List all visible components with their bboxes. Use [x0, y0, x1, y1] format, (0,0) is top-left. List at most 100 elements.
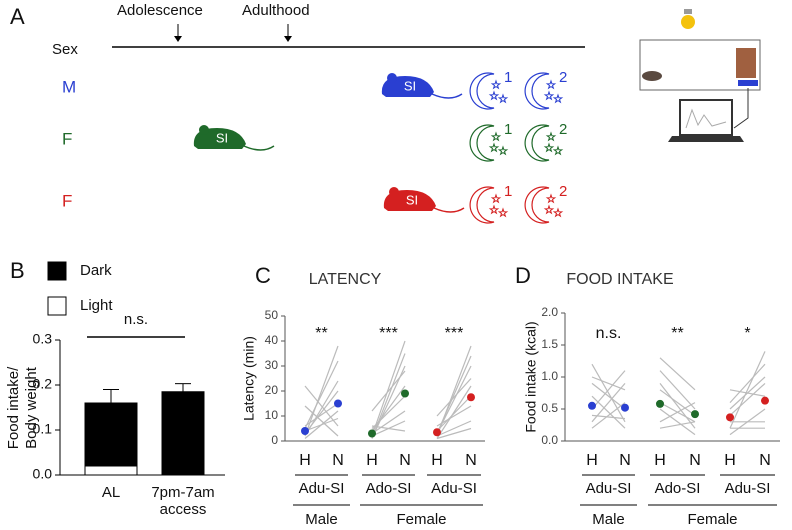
feeder	[736, 48, 756, 78]
mouse-tail	[243, 145, 275, 151]
arrow-head	[284, 36, 292, 42]
subject-line	[591, 395, 626, 429]
moon	[469, 124, 495, 162]
subject-line	[436, 427, 472, 440]
y-tick-label: 0	[271, 433, 278, 447]
subject-line	[436, 395, 472, 432]
group-label: Adu-SI	[431, 480, 477, 497]
x-tick-label: H	[431, 452, 443, 469]
x-tick-label: N	[465, 452, 477, 469]
group-label: Adu-SI	[586, 480, 632, 497]
subject-line	[304, 403, 339, 427]
y-tick-label: 20	[265, 383, 279, 397]
group-label: Ado-SI	[655, 480, 701, 497]
subject-line	[371, 353, 406, 439]
mean-dot	[691, 410, 699, 419]
subject-line	[436, 355, 472, 434]
star	[488, 142, 500, 153]
moon-label: 1	[504, 69, 512, 86]
laptop-base	[668, 136, 744, 142]
subject-line	[659, 383, 696, 429]
legend-swatch	[47, 261, 67, 281]
subject-line	[591, 402, 626, 429]
subject-line	[304, 380, 339, 437]
lightbulb	[681, 15, 695, 29]
mouse-label: SI	[216, 130, 228, 145]
subject-line	[371, 395, 406, 429]
star	[552, 145, 564, 156]
panel-label: C	[255, 263, 271, 288]
mouse-ear	[199, 125, 209, 135]
subject-line	[729, 363, 766, 404]
row-label: F	[62, 191, 72, 210]
mean-dot	[656, 399, 664, 408]
star	[543, 90, 555, 101]
chart-title: LATENCY	[309, 271, 382, 288]
star	[497, 207, 509, 218]
mean-dot	[301, 427, 309, 435]
mouse-ear	[389, 187, 399, 197]
moon	[469, 186, 495, 224]
subject-line	[729, 376, 766, 410]
subject-line	[371, 425, 406, 432]
subject-line	[591, 414, 626, 420]
timeline-label: Adulthood	[242, 2, 310, 19]
x-tick-label: N	[619, 452, 631, 469]
subject-line	[659, 370, 696, 410]
sex-label: Female	[396, 511, 446, 528]
star	[490, 193, 502, 204]
mean-dot	[588, 401, 596, 410]
mouse-icon	[642, 71, 662, 81]
star	[488, 204, 500, 215]
annotation: n.s.	[124, 311, 148, 328]
sex-label: Male	[592, 511, 625, 528]
x-tick-label: 7pm-7am access	[151, 484, 215, 518]
arrow-head	[174, 36, 182, 42]
panel-label: D	[515, 263, 531, 288]
chart-title: FOOD INTAKE	[566, 271, 673, 288]
bar-segment	[161, 391, 205, 476]
subject-line	[659, 357, 696, 391]
sex-label: Female	[687, 511, 737, 528]
cable	[733, 88, 749, 129]
star	[488, 90, 500, 101]
y-tick-label: 0.1	[33, 421, 53, 437]
moon-label: 1	[504, 121, 512, 138]
trace	[685, 108, 727, 129]
subject-line	[659, 421, 696, 429]
y-tick-label: 1.5	[541, 337, 558, 351]
subject-line	[591, 363, 626, 423]
x-tick-label: H	[586, 452, 598, 469]
y-axis-label: Food intake/	[5, 366, 22, 449]
subject-line	[436, 405, 472, 427]
subject-line	[436, 378, 472, 417]
mean-dot	[334, 399, 342, 408]
x-tick-label: H	[366, 452, 378, 469]
significance: **	[315, 325, 327, 342]
y-tick-label: 30	[265, 358, 279, 372]
panel-label: A	[10, 4, 25, 29]
mouse-label: SI	[406, 192, 418, 207]
subject-line	[436, 385, 472, 439]
subject-line	[659, 402, 696, 423]
subject-line	[729, 351, 766, 429]
star	[545, 79, 557, 90]
subject-line	[436, 420, 472, 437]
star	[497, 93, 509, 104]
y-tick-label: 0.0	[33, 466, 53, 482]
subject-line	[591, 370, 626, 410]
y-tick-label: 1.0	[541, 369, 558, 383]
star	[490, 131, 502, 142]
significance: **	[671, 325, 683, 342]
group-label: Adu-SI	[299, 480, 345, 497]
bar-segment	[84, 402, 138, 467]
mean-dot	[433, 428, 441, 437]
row-label: M	[62, 77, 76, 96]
star	[543, 142, 555, 153]
subject-line	[371, 410, 406, 434]
bar-segment	[84, 465, 138, 476]
significance: *	[744, 325, 750, 342]
subject-line	[729, 382, 766, 416]
